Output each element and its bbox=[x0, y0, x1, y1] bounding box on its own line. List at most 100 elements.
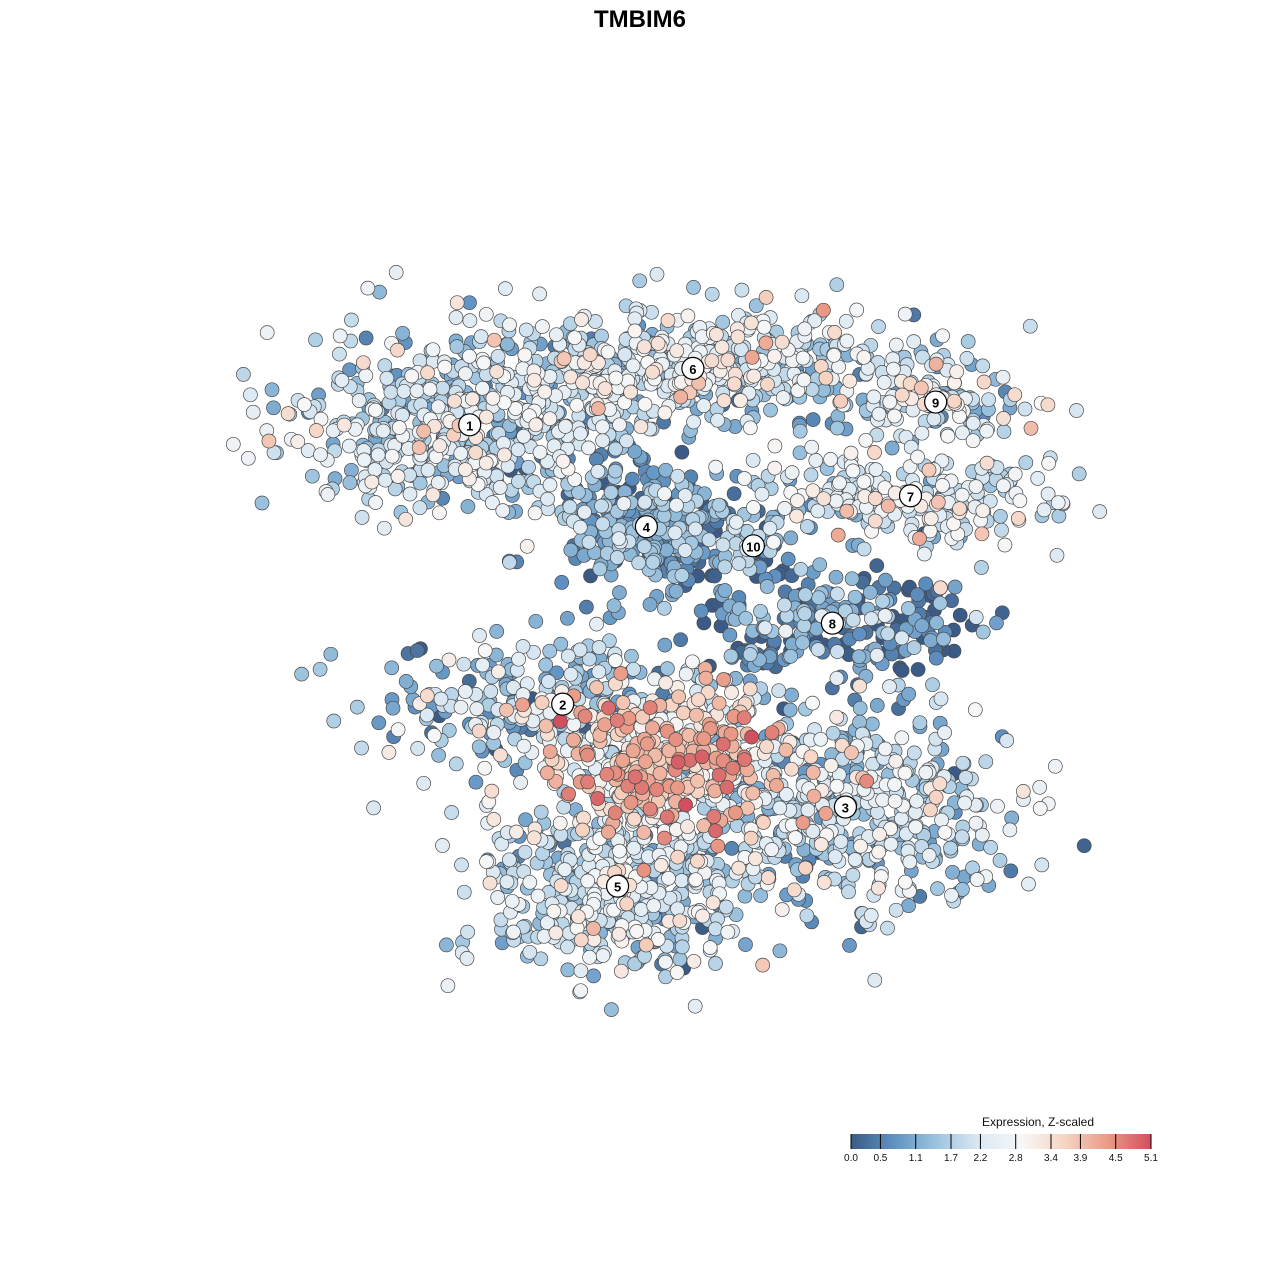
cell-point bbox=[792, 423, 808, 439]
cell-point bbox=[782, 702, 798, 718]
cell-point bbox=[940, 428, 956, 444]
cell-point bbox=[601, 824, 616, 840]
cell-point bbox=[897, 765, 913, 781]
cell-point bbox=[844, 745, 859, 761]
cell-point bbox=[590, 791, 605, 806]
cell-point bbox=[921, 848, 937, 863]
cell-point bbox=[955, 755, 971, 771]
cell-point bbox=[804, 439, 820, 455]
cell-point bbox=[580, 774, 596, 790]
cell-point bbox=[867, 491, 883, 506]
cell-point bbox=[779, 787, 794, 802]
cell-point bbox=[830, 644, 845, 659]
cell-point bbox=[974, 827, 990, 843]
cell-point bbox=[810, 503, 826, 519]
cell-point bbox=[404, 368, 420, 384]
cell-point bbox=[484, 495, 500, 510]
cell-point bbox=[538, 657, 554, 673]
cell-point bbox=[708, 823, 723, 839]
cell-point bbox=[485, 390, 501, 406]
cell-point bbox=[852, 678, 868, 694]
cell-point bbox=[394, 407, 410, 423]
cell-point bbox=[370, 447, 386, 463]
cell-point bbox=[521, 459, 536, 475]
cell-point bbox=[566, 732, 581, 748]
cell-point bbox=[560, 939, 575, 955]
cell-point bbox=[659, 542, 674, 558]
cell-point bbox=[498, 281, 513, 296]
cell-point bbox=[759, 579, 775, 594]
cell-point bbox=[906, 745, 922, 761]
cell-point bbox=[1017, 401, 1033, 417]
cell-point bbox=[723, 726, 739, 742]
cell-point bbox=[613, 963, 629, 979]
cell-point bbox=[613, 666, 629, 681]
cell-point bbox=[516, 428, 531, 444]
cell-point bbox=[897, 306, 913, 322]
cell-point bbox=[807, 313, 823, 329]
cell-point bbox=[432, 438, 448, 454]
cell-point bbox=[377, 358, 393, 373]
cell-point bbox=[717, 583, 733, 598]
cell-point bbox=[877, 741, 893, 757]
cell-point bbox=[677, 488, 693, 503]
cell-point bbox=[395, 325, 410, 341]
cell-point bbox=[471, 739, 487, 755]
cell-point bbox=[923, 511, 939, 526]
cell-point bbox=[457, 462, 473, 477]
cell-point bbox=[715, 314, 731, 330]
cell-point bbox=[954, 487, 970, 503]
cell-point bbox=[478, 455, 494, 471]
cell-point bbox=[698, 670, 714, 686]
cell-point bbox=[805, 483, 821, 499]
cell-point bbox=[398, 674, 414, 689]
cluster-markers: 1 6 4 10 9 7 8 2 3 5 bbox=[458, 356, 948, 898]
cell-point bbox=[680, 819, 695, 835]
cell-point bbox=[479, 409, 494, 425]
cell-point bbox=[619, 896, 635, 912]
cell-point bbox=[482, 875, 498, 891]
cell-point bbox=[661, 743, 677, 759]
cell-point bbox=[390, 722, 406, 738]
cell-point bbox=[974, 526, 990, 542]
cluster-label-circle bbox=[820, 611, 845, 635]
cell-point bbox=[1040, 486, 1056, 502]
cell-point bbox=[894, 663, 910, 678]
cell-point bbox=[527, 505, 543, 521]
cell-point bbox=[756, 815, 771, 830]
cluster-label-8: 8 bbox=[820, 611, 845, 635]
cell-point bbox=[906, 334, 922, 349]
cell-point bbox=[923, 802, 938, 818]
legend-tick-label: 2.2 bbox=[973, 1153, 987, 1164]
cell-point bbox=[535, 319, 550, 334]
cell-point bbox=[760, 376, 775, 392]
cell-point bbox=[1071, 466, 1087, 482]
cell-point bbox=[567, 330, 582, 346]
cell-point bbox=[396, 383, 412, 399]
cell-point bbox=[693, 603, 709, 619]
cell-point bbox=[910, 449, 925, 465]
cell-point bbox=[997, 537, 1013, 553]
cell-point bbox=[884, 440, 900, 456]
cell-point bbox=[626, 840, 642, 856]
cell-point bbox=[952, 607, 968, 623]
cell-point bbox=[390, 342, 405, 358]
cell-point bbox=[642, 700, 658, 715]
cell-point bbox=[856, 349, 872, 365]
cluster-label-circle bbox=[924, 390, 948, 414]
cell-point bbox=[690, 853, 705, 869]
cell-point bbox=[422, 381, 438, 397]
cell-point bbox=[625, 358, 641, 374]
cell-point bbox=[475, 380, 490, 396]
cell-point bbox=[562, 499, 578, 515]
cell-point bbox=[806, 788, 822, 804]
cell-point bbox=[859, 773, 875, 789]
cell-point bbox=[803, 749, 819, 765]
cell-point bbox=[499, 874, 515, 890]
cell-point bbox=[489, 624, 505, 639]
cluster-label-9: 9 bbox=[924, 390, 948, 414]
cell-point bbox=[669, 497, 684, 513]
cell-point bbox=[949, 364, 965, 380]
cell-point bbox=[658, 954, 673, 970]
cell-point bbox=[829, 420, 845, 436]
